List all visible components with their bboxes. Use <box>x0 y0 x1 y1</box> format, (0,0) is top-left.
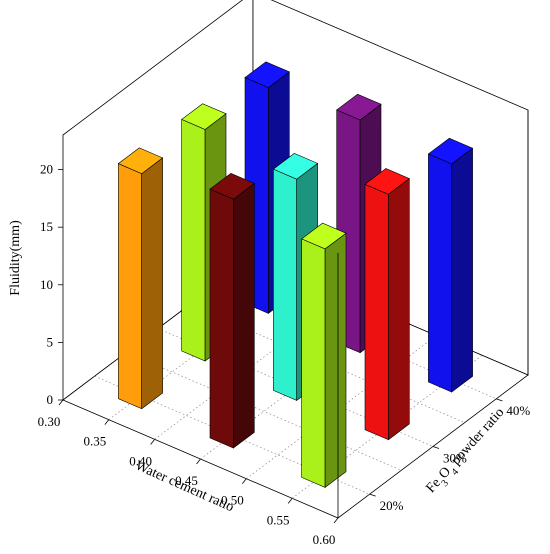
bar-front <box>428 153 453 393</box>
x-tick-mark <box>150 439 155 445</box>
bar-top <box>336 93 382 121</box>
y-tick-label: 40% <box>506 403 530 418</box>
z-tick-label: 15 <box>40 219 53 234</box>
bar-side <box>451 147 473 393</box>
y-tick-mark <box>432 446 440 449</box>
bars <box>117 61 474 489</box>
x-tick-mark <box>287 498 293 504</box>
bar-front <box>118 163 142 410</box>
bar-side <box>233 182 255 449</box>
x-tick-label: 0.30 <box>38 414 61 429</box>
bar-top <box>181 103 227 130</box>
x-tick-label: 0.35 <box>83 434 106 449</box>
y-axis-label-part: 3 <box>439 478 451 489</box>
y-tick-mark <box>496 398 503 402</box>
bar-top <box>272 153 319 180</box>
z-axis-label: Fluidity(mm) <box>8 220 23 296</box>
bar <box>209 173 255 449</box>
grid-line-y <box>126 352 402 471</box>
axis-ticks: 0 5 10 15 20 0.30 0.35 0.40 0.45 0.50 0.55 0.60 20% 3… <box>38 162 531 547</box>
grid-line-y <box>189 304 465 423</box>
bar-side <box>141 157 163 410</box>
bar-top <box>117 147 164 175</box>
x-tick-label: 0.55 <box>267 512 290 527</box>
bar <box>427 137 474 393</box>
x-tick-mark <box>242 478 247 484</box>
bar <box>364 168 410 441</box>
bar-front <box>364 183 389 441</box>
x-tick-label: 0.45 <box>175 473 198 488</box>
y-tick-label: 20% <box>380 498 404 513</box>
y-tick-mark <box>369 493 376 497</box>
bar-top <box>364 168 410 195</box>
bar-top <box>301 222 347 250</box>
bar <box>301 222 347 489</box>
bar-front <box>209 188 234 449</box>
bar-front <box>181 118 206 362</box>
bar-top <box>244 61 290 88</box>
chart-frame <box>337 110 529 518</box>
bar <box>117 147 164 410</box>
y-axis-label-part: 4 <box>449 466 461 477</box>
bar-top <box>209 173 255 200</box>
x-tick-mark <box>104 419 110 425</box>
z-tick-label: 20 <box>40 162 53 177</box>
y-tick-label: 30% <box>443 451 467 466</box>
x-tick-mark <box>196 458 201 465</box>
bar-side <box>324 232 347 489</box>
z-tick-label: 10 <box>40 277 53 292</box>
x-tick-mark <box>333 517 339 524</box>
x-tick-label: 0.60 <box>313 532 336 547</box>
x-tick-mark <box>58 399 64 406</box>
bar-top <box>427 137 474 165</box>
z-tick-label: 0 <box>47 392 54 407</box>
x-tick-label: 0.40 <box>129 453 152 468</box>
bar-front <box>273 168 298 401</box>
z-tick-label: 5 <box>47 334 54 349</box>
bar-front <box>301 238 326 488</box>
x-tick-label: 0.50 <box>221 493 244 508</box>
bar-side <box>388 177 410 441</box>
